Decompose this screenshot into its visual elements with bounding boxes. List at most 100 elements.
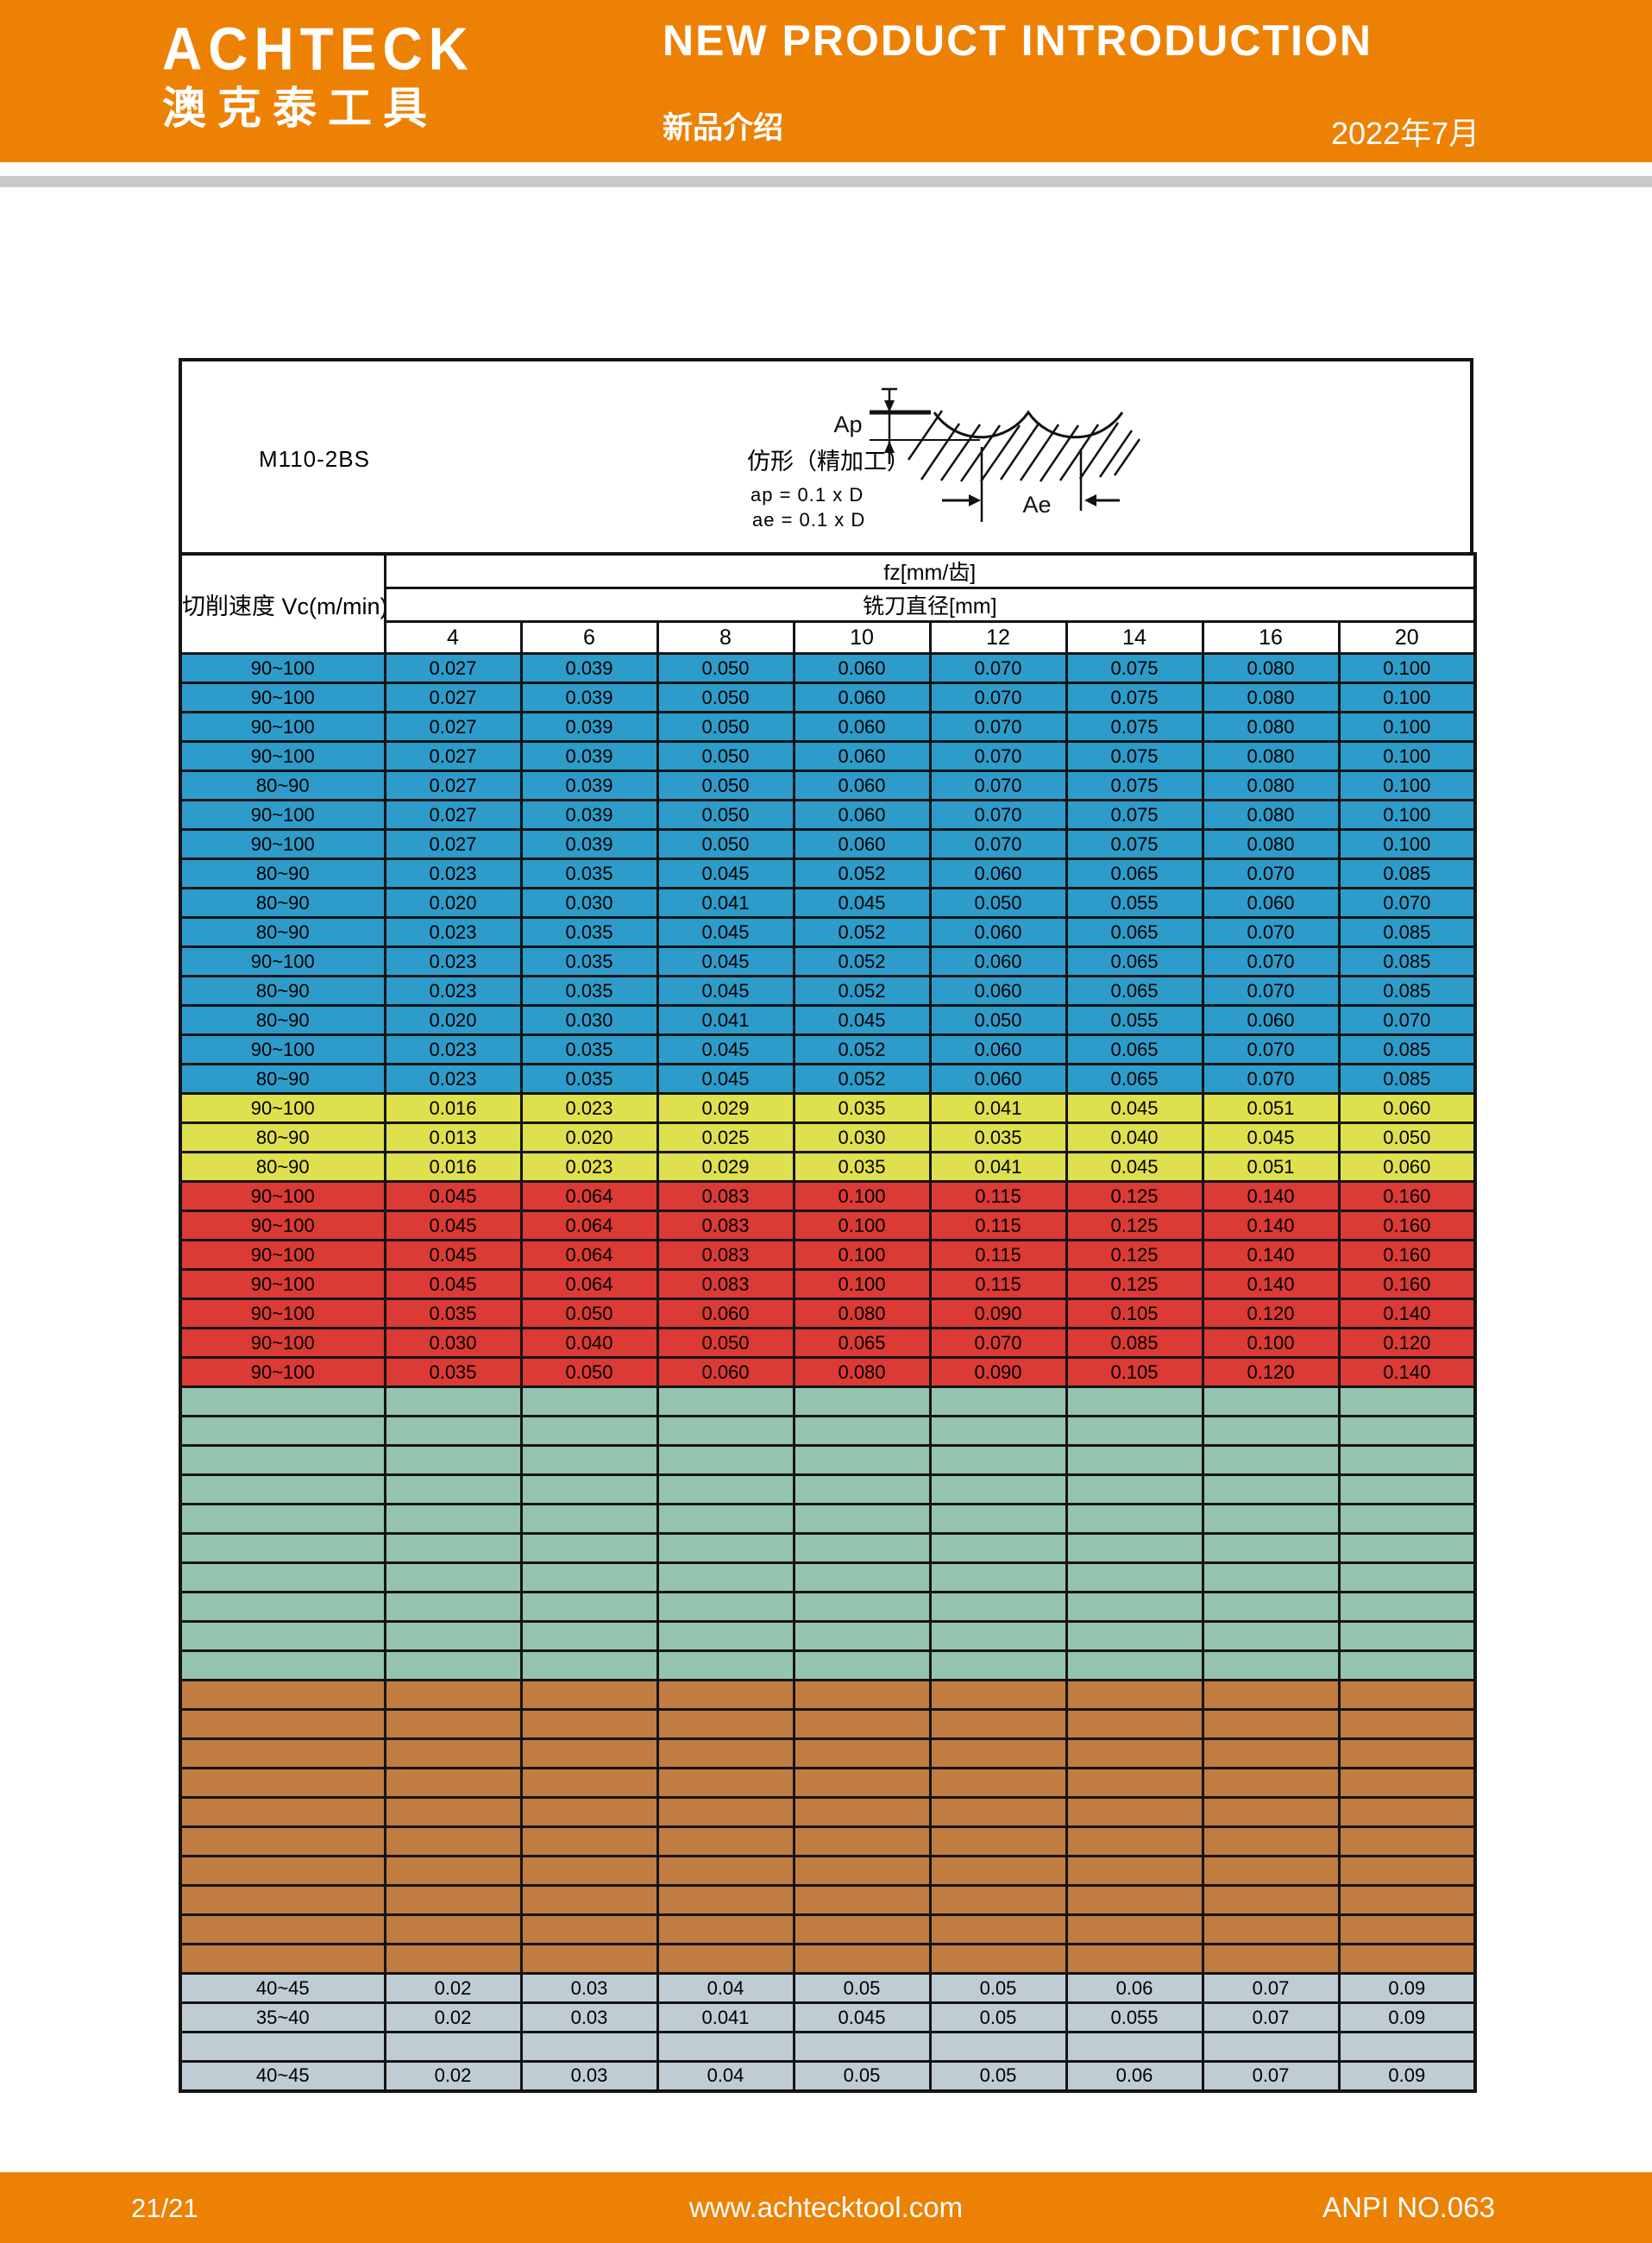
fz-value-cell: 0.045	[656, 1063, 795, 1095]
fz-value-cell	[928, 1532, 1068, 1564]
speed-cell	[179, 1591, 386, 1623]
speed-cell: 90~100	[179, 1327, 386, 1359]
fz-value-cell	[1337, 1385, 1477, 1417]
fz-value-cell	[1337, 1444, 1477, 1476]
speed-cell: 80~90	[179, 887, 386, 919]
fz-value-cell	[1201, 1385, 1341, 1417]
fz-value-cell	[1337, 2031, 1477, 2063]
fz-value-cell: 0.070	[1201, 975, 1341, 1007]
fz-value-cell: 0.083	[656, 1239, 795, 1271]
fz-value-cell: 0.051	[1201, 1092, 1341, 1124]
data-row-green	[179, 1415, 1477, 1447]
fz-value-cell: 0.050	[928, 887, 1068, 919]
fz-header-cell: fz[mm/齿]	[383, 552, 1477, 589]
fz-value-cell	[383, 2031, 523, 2063]
fz-value-cell: 0.027	[383, 682, 523, 713]
fz-value-cell: 0.100	[1201, 1327, 1341, 1359]
fz-value-cell: 0.035	[519, 946, 659, 977]
fz-value-cell	[519, 1591, 659, 1623]
data-row-blue: 80~90 0.023 0.035 0.045 0.052 0.060 0.065 0.070…	[179, 916, 1477, 948]
fz-value-cell: 0.083	[656, 1268, 795, 1300]
fz-value-cell	[792, 2031, 932, 2063]
fz-value-cell	[1201, 1415, 1341, 1447]
fz-value-cell: 0.045	[656, 916, 795, 948]
speed-cell	[179, 1620, 386, 1652]
diameter-value-cell: 12	[928, 620, 1068, 655]
speed-cell: 90~100	[179, 1180, 386, 1212]
fz-value-cell	[1337, 1943, 1477, 1975]
fz-value-cell	[383, 1385, 523, 1417]
fz-value-cell	[1065, 1855, 1204, 1887]
data-row-blue: 90~100 0.027 0.039 0.050 0.060 0.070 0.075 0.08…	[179, 711, 1477, 743]
fz-value-cell: 0.140	[1201, 1180, 1341, 1212]
fz-value-cell	[383, 1561, 523, 1593]
fz-value-cell	[656, 1385, 795, 1417]
fz-value-cell: 0.050	[928, 1004, 1068, 1036]
fz-value-cell: 0.050	[656, 652, 795, 684]
fz-value-cell	[792, 1767, 932, 1799]
fz-value-cell	[519, 1561, 659, 1593]
cutting-parameters-sheet: M110-2BS 仿形（精加工） ap = 0.1 x D ae = 0.1 x…	[179, 358, 1478, 2093]
fz-value-cell	[792, 1561, 932, 1593]
speed-cell	[179, 1767, 386, 1799]
fz-value-cell	[519, 1620, 659, 1652]
fz-value-cell: 0.060	[928, 1034, 1068, 1065]
fz-value-cell: 0.065	[792, 1327, 932, 1359]
fz-value-cell: 0.080	[1201, 682, 1341, 713]
ap-formula: ap = 0.1 x D	[751, 484, 864, 506]
fz-value-cell: 0.045	[383, 1209, 523, 1241]
fz-value-cell	[519, 1855, 659, 1887]
fz-value-cell: 0.070	[1337, 1004, 1477, 1036]
fz-value-cell: 0.027	[383, 711, 523, 743]
diameter-header-row: 铣刀直径[mm]	[180, 587, 1477, 623]
fz-value-cell: 0.085	[1337, 975, 1477, 1007]
diameter-value-cell: 20	[1337, 620, 1477, 655]
fz-value-cell	[1065, 1532, 1204, 1564]
fz-value-cell	[1337, 1884, 1477, 1916]
fz-value-cell	[928, 1503, 1068, 1535]
speed-cell	[179, 1825, 386, 1857]
fz-value-cell	[383, 1503, 523, 1535]
fz-value-cell	[383, 1444, 523, 1476]
fz-value-cell: 0.05	[928, 1972, 1068, 2004]
fz-value-cell: 0.052	[792, 946, 932, 977]
fz-value-cell	[1337, 1767, 1477, 1799]
fz-value-cell: 0.023	[383, 975, 523, 1007]
speed-cell	[179, 1884, 386, 1916]
fz-value-cell: 0.041	[928, 1151, 1068, 1183]
fz-value-cell: 0.041	[656, 1004, 795, 1036]
data-row-brown	[179, 1737, 1477, 1769]
fz-value-cell	[792, 1591, 932, 1623]
fz-value-cell	[383, 1767, 523, 1799]
fz-value-cell	[792, 1913, 932, 1945]
fz-value-cell: 0.100	[792, 1180, 932, 1212]
fz-value-cell	[656, 1708, 795, 1740]
fz-value-cell: 0.160	[1337, 1239, 1477, 1271]
fz-value-cell	[656, 1415, 795, 1447]
fz-value-cell	[928, 1825, 1068, 1857]
fz-value-cell: 0.100	[1337, 828, 1477, 860]
speed-cell: 80~90	[179, 916, 386, 948]
fz-value-cell	[383, 1943, 523, 1975]
fz-value-cell	[1337, 1591, 1477, 1623]
fz-value-cell	[1065, 1737, 1204, 1769]
brand-logo-text: ACHTECK	[162, 15, 474, 83]
fz-value-cell: 0.03	[519, 1972, 659, 2004]
data-row-brown	[179, 1679, 1477, 1711]
fz-value-cell: 0.060	[1337, 1092, 1477, 1124]
speed-cell: 90~100	[179, 682, 386, 713]
speed-cell: 80~90	[179, 770, 386, 801]
fz-value-cell: 0.023	[383, 1034, 523, 1065]
data-row-brown	[179, 1825, 1477, 1857]
fz-value-cell: 0.075	[1065, 711, 1204, 743]
fz-value-cell	[519, 2031, 659, 2063]
fz-value-cell	[1201, 1825, 1341, 1857]
fz-value-cell	[792, 1825, 932, 1857]
fz-value-cell: 0.05	[928, 2060, 1068, 2092]
fz-value-cell	[656, 1884, 795, 1916]
fz-value-cell: 0.035	[519, 1063, 659, 1095]
fz-value-cell	[519, 1943, 659, 1975]
speed-cell: 90~100	[179, 828, 386, 860]
fz-value-cell	[1201, 1913, 1341, 1945]
fz-value-cell: 0.085	[1065, 1327, 1204, 1359]
